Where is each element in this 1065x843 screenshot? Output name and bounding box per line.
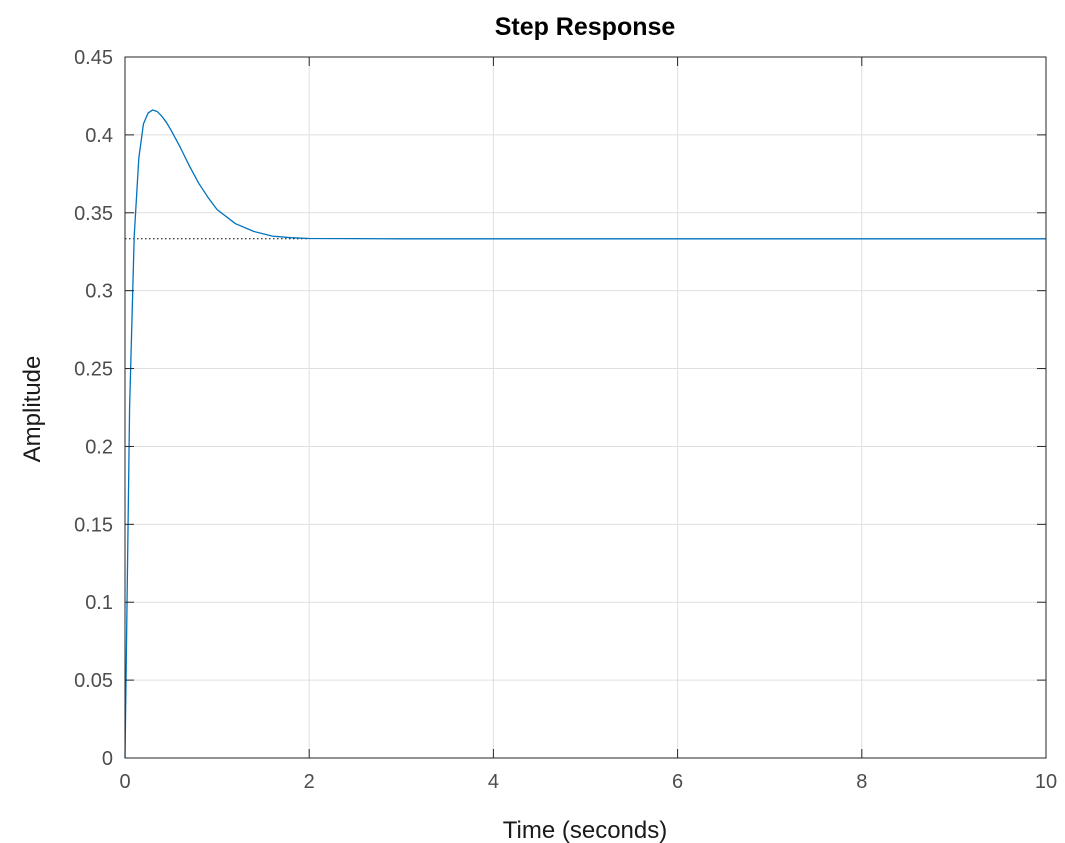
plot-area: 0 2 4 6 8 10 0 0.05 0.1 0.15 0.2 0.25 0.3 0.35 0.4 0.45 [74, 47, 1057, 793]
x-tick-label: 0 [119, 771, 130, 793]
y-tick-label: 0.1 [85, 592, 113, 614]
plot-background [125, 57, 1046, 758]
y-axis-title: Amplitude [19, 356, 46, 463]
y-tick-label: 0.15 [74, 514, 113, 536]
y-tick-label: 0.4 [85, 125, 113, 147]
y-tick-label: 0.2 [85, 436, 113, 458]
y-tick-label: 0.45 [74, 47, 113, 69]
y-tick-label: 0 [102, 748, 113, 770]
y-tick-label: 0.35 [74, 203, 113, 225]
x-axis-title: Time (seconds) [503, 817, 667, 843]
x-tick-label: 8 [856, 771, 867, 793]
y-tick-label: 0.05 [74, 670, 113, 692]
step-response-line [124, 109, 1046, 759]
y-tick-label: 0.25 [74, 359, 113, 381]
x-tick-label: 10 [1035, 771, 1057, 793]
x-tick-label: 6 [672, 771, 683, 793]
x-tick-label: 4 [488, 771, 499, 793]
axes-box [124, 56, 1047, 759]
chart-title: Step Response [495, 13, 676, 41]
x-tick-label: 2 [304, 771, 315, 793]
y-tick-label: 0.3 [85, 281, 113, 303]
